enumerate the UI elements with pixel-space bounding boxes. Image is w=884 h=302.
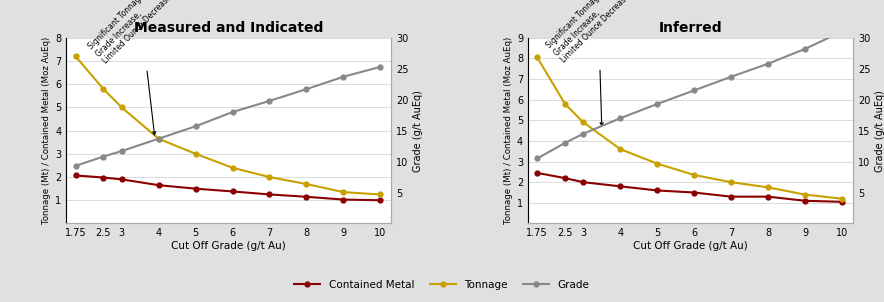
Y-axis label: Grade (g/t AuEq): Grade (g/t AuEq) bbox=[874, 90, 884, 172]
Text: Significant Tonnage Decrease &
Grade Increase,
Limited Ounce Decrease: Significant Tonnage Decrease & Grade Inc… bbox=[545, 0, 652, 126]
Y-axis label: Tonnage (Mt) / Contained Metal (Moz AuEq): Tonnage (Mt) / Contained Metal (Moz AuEq… bbox=[504, 37, 513, 224]
Y-axis label: Grade (g/t AuEq): Grade (g/t AuEq) bbox=[413, 90, 423, 172]
Title: Inferred: Inferred bbox=[659, 21, 722, 35]
X-axis label: Cut Off Grade (g/t Au): Cut Off Grade (g/t Au) bbox=[633, 241, 748, 251]
Text: Significant Tonnage Decrease &
Grade Increase,
Limited Ounce Decrease: Significant Tonnage Decrease & Grade Inc… bbox=[87, 0, 194, 135]
X-axis label: Cut Off Grade (g/t Au): Cut Off Grade (g/t Au) bbox=[171, 241, 286, 251]
Title: Measured and Indicated: Measured and Indicated bbox=[134, 21, 324, 35]
Y-axis label: Tonnage (Mt) / Contained Metal (Moz AuEq): Tonnage (Mt) / Contained Metal (Moz AuEq… bbox=[42, 37, 51, 224]
Legend: Contained Metal, Tonnage, Grade: Contained Metal, Tonnage, Grade bbox=[290, 275, 594, 294]
